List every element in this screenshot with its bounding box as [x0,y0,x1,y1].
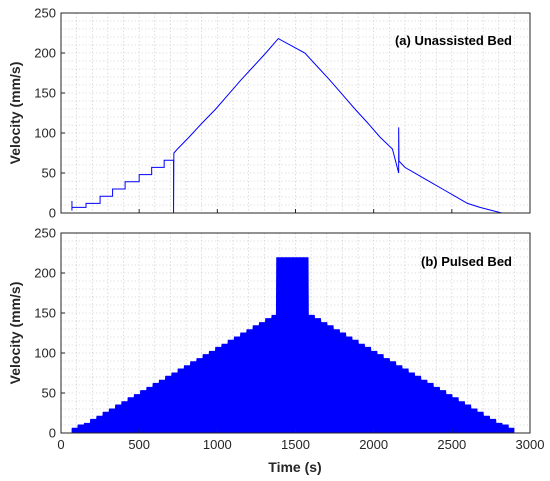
y-ticks-a: 0 50 100 150 200 250 [34,6,531,221]
y-ticks-b: 0 50 100 150 200 250 [34,226,65,441]
x-tick-label: 1500 [281,437,310,452]
y-tick-label: 100 [34,346,56,361]
y-tick-label: 150 [34,86,56,101]
x-ticks-b: 0 500 1000 1500 2000 2500 3000 [57,429,544,452]
y-tick-label: 50 [42,166,56,181]
x-tick-label: 2500 [437,437,466,452]
series-a [71,37,502,214]
y-tick-label: 50 [42,386,56,401]
y-tick-label: 100 [34,126,56,141]
velocity-line [71,37,502,214]
x-tick-label: 500 [128,437,150,452]
y-tick-label: 0 [49,426,56,441]
panel-pulsed-bed: 0 50 100 150 200 250 0 500 1000 1500 2000 2500 3000… [7,226,544,476]
y-axis-label-b: Velocity (mm/s) [7,282,23,385]
x-tick-label: 2000 [359,437,388,452]
y-tick-label: 200 [34,266,56,281]
pulse-envelope [71,257,515,429]
y-tick-label: 0 [49,206,56,221]
x-tick-label: 0 [57,437,64,452]
y-tick-label: 250 [34,6,56,21]
pulse-lines [71,257,515,433]
x-tick-label: 3000 [516,437,545,452]
x-axis-label: Time (s) [268,459,321,475]
y-tick-label: 250 [34,226,56,241]
panel-unassisted-bed: 0 50 100 150 200 250 (a) Unassisted Bed Veloc… [7,6,531,221]
panel-b-title: (b) Pulsed Bed [421,254,512,269]
x-tick-label: 1000 [203,437,232,452]
panel-a-title: (a) Unassisted Bed [395,33,512,48]
y-tick-label: 150 [34,306,56,321]
y-tick-label: 200 [34,46,56,61]
y-axis-label-a: Velocity (mm/s) [7,62,23,165]
series-b [71,257,515,433]
